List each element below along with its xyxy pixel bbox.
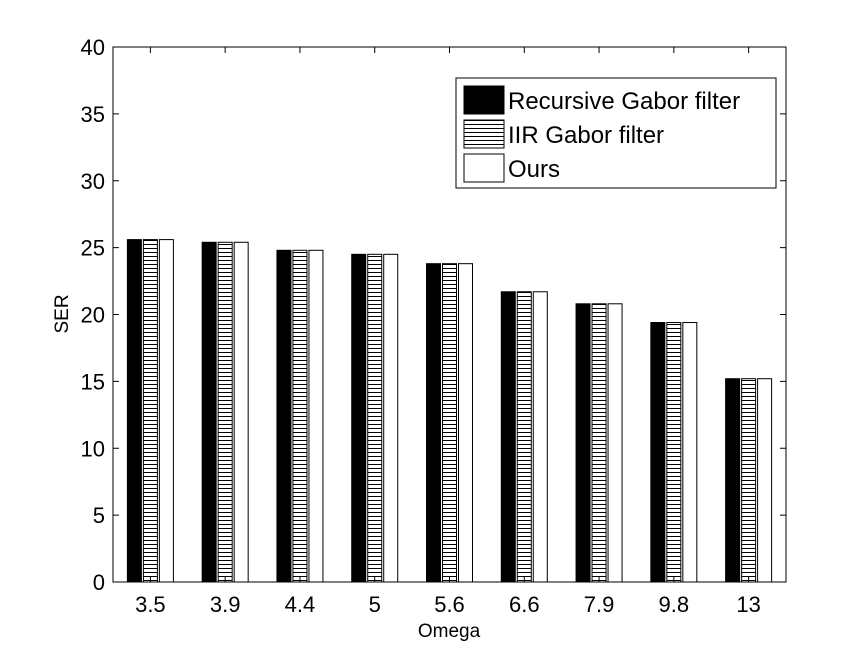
x-tick-label: 5.6: [434, 592, 465, 617]
bar-3-7.9: [607, 303, 623, 583]
y-tick-label: 20: [81, 303, 105, 328]
x-tick-label: 13: [736, 592, 760, 617]
bar-3-4.4: [308, 249, 324, 583]
y-tick-label: 15: [81, 369, 105, 394]
x-tick-label: 4.4: [285, 592, 316, 617]
bar-2-3.5: [142, 239, 158, 583]
bar-3-5: [383, 253, 399, 583]
y-axis: 0 5 10 15 20 25 30 35 40: [81, 35, 786, 595]
bar-1-4.4: [276, 249, 292, 583]
x-tick-label: 9.8: [659, 592, 690, 617]
y-tick-label: 35: [81, 102, 105, 127]
bar-1-6.6: [500, 291, 516, 583]
x-tick-label: 3.9: [210, 592, 241, 617]
bar-1-13: [725, 378, 741, 583]
y-tick-label: 0: [93, 570, 105, 595]
x-tick-label: 6.6: [509, 592, 540, 617]
bars-group: [126, 239, 773, 583]
bar-3-3.9: [233, 241, 249, 583]
bar-3-6.6: [532, 291, 548, 583]
legend-label: Recursive Gabor filter: [508, 88, 740, 115]
bar-3-13: [757, 378, 773, 583]
bar-1-9.8: [650, 322, 666, 583]
legend: Recursive Gabor filter IIR Gabor filter Ou…: [455, 77, 777, 189]
bar-1-3.9: [201, 241, 217, 583]
bar-2-3.9: [217, 241, 233, 583]
legend-label: Ours: [508, 156, 560, 183]
x-axis-label: Omega: [418, 621, 481, 642]
bar-2-5.6: [442, 263, 457, 583]
bar-2-4.4: [292, 249, 308, 583]
bar-1-7.9: [575, 303, 591, 583]
x-tick-label: 3.5: [135, 592, 166, 617]
y-tick-label: 40: [81, 35, 105, 60]
bar-2-13: [741, 378, 757, 583]
y-tick-label: 30: [81, 169, 105, 194]
legend-label: IIR Gabor filter: [508, 122, 664, 149]
x-tick-label: 5: [369, 592, 381, 617]
bar-2-7.9: [591, 303, 607, 583]
y-tick-label: 25: [81, 236, 105, 261]
bar-3-9.8: [682, 322, 698, 583]
bar-2-9.8: [666, 322, 682, 583]
y-axis-label: SER: [52, 294, 73, 333]
bar-1-3.5: [126, 239, 142, 583]
legend-swatch: [463, 153, 505, 183]
legend-swatch: [463, 119, 505, 149]
y-tick-label: 10: [81, 436, 105, 461]
y-tick-label: 5: [93, 503, 105, 528]
bar-2-5: [367, 253, 383, 583]
bar-2-6.6: [516, 291, 532, 583]
legend-box: [455, 77, 777, 189]
x-tick-label: 7.9: [584, 592, 615, 617]
bar-1-5.6: [426, 263, 441, 583]
bar-3-5.6: [458, 263, 473, 583]
legend-swatch: [463, 85, 505, 115]
bar-3-3.5: [158, 239, 174, 583]
bar-1-5: [351, 253, 367, 583]
x-axis: 3.5 3.9 4.4 5 5.6 6.6 7.9 9.8 13: [135, 47, 761, 617]
